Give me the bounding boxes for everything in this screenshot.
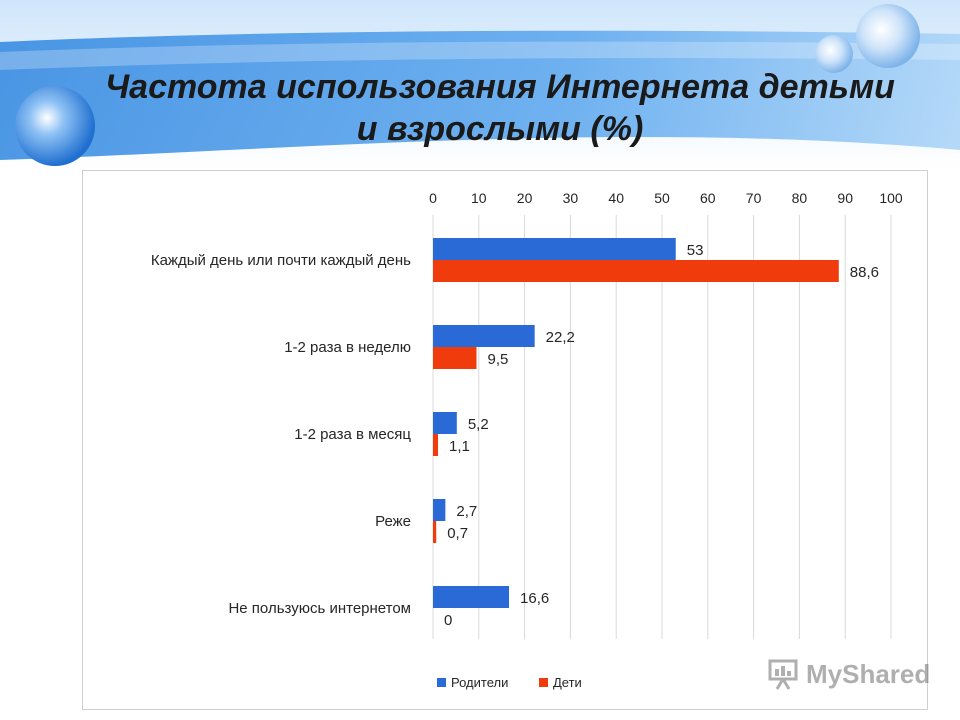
category-label: Каждый день или почти каждый день [151,252,411,269]
x-tick-label: 40 [608,190,624,206]
legend-swatch [437,678,446,687]
x-tick-label: 0 [429,190,437,206]
presentation-board-icon [768,659,798,690]
category-label: Не пользуюсь интернетом [228,600,411,617]
bar-parents [433,412,457,434]
bar-parents [433,238,676,260]
data-label: 5,2 [468,416,489,433]
x-tick-label: 20 [517,190,533,206]
bar-parents [433,325,535,347]
legend-swatch [539,678,548,687]
category-label: Реже [375,513,411,530]
legend-label: Дети [553,675,582,690]
data-label: 88,6 [850,264,879,281]
x-tick-label: 30 [563,190,579,206]
bar-chart: 0 10 20 30 40 50 60 70 80 90 100 Каждый день или по… [151,190,903,690]
x-tick-label: 70 [746,190,762,206]
bar-parents [433,499,446,521]
x-tick-label: 100 [879,190,903,206]
data-label: 16,6 [520,590,549,607]
bar-parents [433,586,510,608]
bar-children [433,434,439,456]
x-tick-label: 90 [837,190,853,206]
data-label: 22,2 [546,329,575,346]
bar-children [433,347,477,369]
data-label: 2,7 [456,503,477,520]
x-tick-label: 60 [700,190,716,206]
legend-label: Родители [451,675,508,690]
chart-area: 0 10 20 30 40 50 60 70 80 90 100 Каждый день или по… [82,170,928,710]
x-tick-label: 10 [471,190,487,206]
slide-title: Частота использования Интернета детьми и… [105,68,895,148]
x-tick-label: 50 [654,190,670,206]
watermark: MyShared [766,656,930,692]
watermark-text: MyShared [806,658,931,689]
data-label: 0,7 [447,525,468,542]
data-label: 1,1 [449,438,470,455]
x-tick-label: 80 [792,190,808,206]
category-label: 1-2 раза в неделю [284,339,411,356]
data-label: 9,5 [488,351,509,368]
category-label: 1-2 раза в месяц [294,426,411,443]
bar-children [433,521,437,543]
data-label: 0 [444,612,452,629]
bar-children [433,260,839,282]
data-label: 53 [687,242,704,259]
